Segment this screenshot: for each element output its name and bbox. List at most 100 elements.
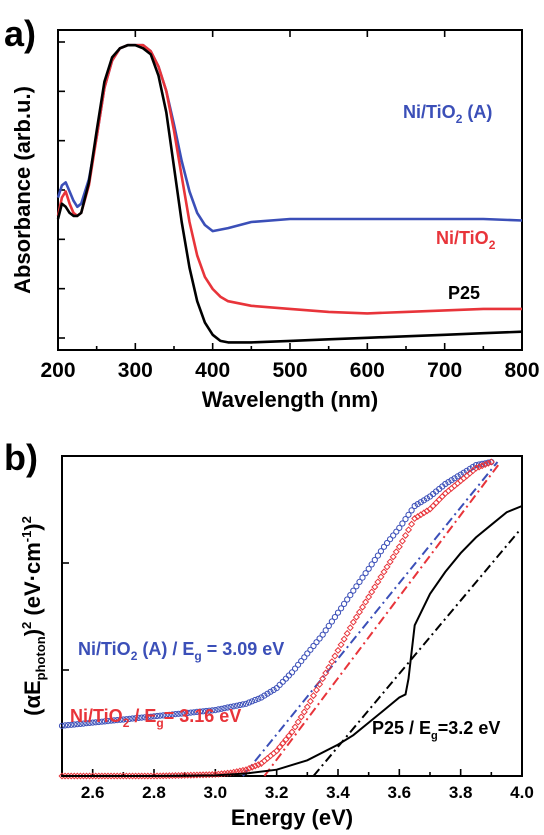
- data-point: [263, 754, 271, 762]
- data-point: [344, 596, 351, 603]
- data-point: [190, 771, 198, 779]
- data-point: [224, 704, 231, 711]
- data-point: [300, 708, 308, 716]
- data-point: [387, 536, 394, 543]
- data-point: [322, 669, 330, 677]
- data-point: [350, 587, 357, 594]
- data-point: [276, 743, 284, 751]
- data-point: [343, 629, 351, 637]
- data-point: [218, 705, 225, 712]
- data-point: [368, 588, 376, 596]
- x-tick-label: 500: [272, 359, 307, 382]
- data-point: [444, 487, 452, 495]
- data-point: [184, 709, 191, 717]
- data-point: [347, 592, 354, 599]
- data-point: [377, 548, 384, 555]
- data-point: [454, 479, 462, 487]
- data-point: [132, 715, 139, 722]
- x-tick-label: 600: [350, 359, 385, 382]
- data-point: [245, 764, 253, 772]
- data-point: [365, 565, 372, 572]
- panel-b-series: [58, 458, 523, 780]
- data-point: [205, 771, 213, 779]
- data-point: [171, 772, 179, 780]
- data-point: [356, 578, 363, 586]
- data-point: [389, 553, 397, 561]
- data-point: [208, 771, 216, 779]
- data-point: [74, 721, 81, 728]
- data-point: [202, 771, 210, 779]
- data-point: [111, 717, 118, 724]
- data-point: [249, 698, 256, 705]
- x-tick-label: 800: [504, 359, 539, 382]
- data-point: [414, 501, 421, 508]
- series-markers-ni-tio2-a-e: [58, 458, 495, 729]
- data-point: [160, 712, 167, 719]
- x-tick-label: 3.6: [388, 783, 412, 802]
- data-point: [135, 714, 142, 722]
- data-point: [65, 722, 72, 729]
- panel-a-series: [56, 43, 523, 344]
- data-point: [267, 688, 274, 695]
- data-point: [196, 771, 204, 779]
- data-point: [469, 463, 476, 471]
- series-line-ni-tio2: [56, 43, 522, 315]
- x-tick-label: 2.6: [81, 783, 105, 802]
- data-point: [365, 593, 373, 601]
- data-point: [402, 516, 409, 523]
- data-point: [484, 459, 492, 467]
- data-point: [479, 460, 486, 467]
- data-point: [252, 696, 259, 704]
- data-point: [313, 639, 320, 646]
- data-point: [451, 482, 459, 490]
- data-point: [92, 719, 99, 726]
- data-point: [371, 583, 379, 591]
- data-point: [175, 710, 182, 717]
- x-tick-label: 3.4: [326, 783, 350, 802]
- data-point: [362, 570, 369, 577]
- data-point: [316, 680, 324, 688]
- data-point: [304, 650, 311, 657]
- data-point: [181, 710, 188, 717]
- data-point: [371, 556, 378, 564]
- data-point: [62, 722, 69, 729]
- data-point: [117, 716, 124, 723]
- x-tick-label: 300: [118, 359, 153, 382]
- data-point: [377, 573, 385, 581]
- data-point: [374, 578, 382, 586]
- data-point: [86, 719, 93, 727]
- data-point: [230, 703, 237, 710]
- data-point: [123, 716, 130, 723]
- data-point: [273, 747, 281, 755]
- data-point: [392, 548, 400, 556]
- data-point: [154, 712, 161, 720]
- panel-a: a) 200 300 400 500 600 700 800 Wavelength (nm)…: [4, 13, 540, 412]
- data-point: [199, 771, 207, 779]
- x-tick-label: 400: [195, 359, 230, 382]
- data-point: [166, 711, 173, 718]
- data-point: [120, 716, 127, 723]
- data-point: [386, 558, 394, 566]
- data-point: [270, 686, 277, 694]
- data-point: [246, 699, 253, 706]
- data-point: [224, 769, 232, 777]
- data-point: [221, 769, 229, 777]
- data-point: [417, 499, 424, 506]
- data-point: [242, 700, 250, 707]
- data-point: [288, 669, 296, 676]
- data-point: [396, 524, 403, 532]
- data-point: [141, 714, 148, 721]
- data-point: [190, 709, 197, 716]
- data-point: [144, 713, 151, 721]
- data-point: [472, 464, 480, 472]
- annotation-ni-tio2-a: Ni/TiO2 (A) / Eg = 3.09 eV: [78, 639, 284, 663]
- data-point: [383, 563, 391, 571]
- data-point: [405, 526, 413, 534]
- data-point: [334, 609, 342, 616]
- data-point: [209, 707, 216, 714]
- data-point: [227, 769, 235, 777]
- data-point: [393, 528, 400, 535]
- data-point: [359, 603, 367, 611]
- data-point: [380, 568, 388, 576]
- data-point: [478, 462, 486, 470]
